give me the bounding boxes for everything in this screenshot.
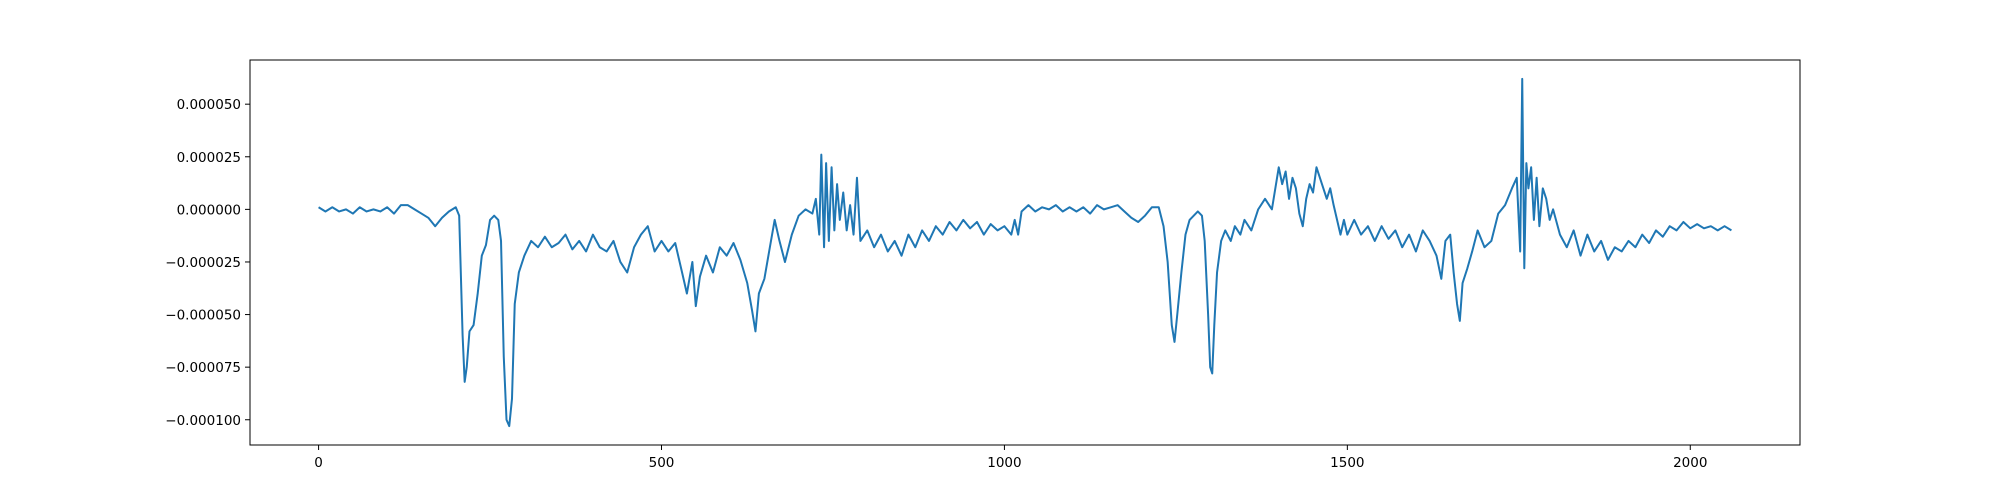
y-tick-label: −0.000100 [165, 413, 241, 429]
y-axis: 0.000050 0.000025 0.000000 −0.000025 −0.0000… [165, 97, 250, 429]
x-tick-label: 2000 [1673, 455, 1707, 471]
x-tick-label: 1500 [1330, 455, 1364, 471]
plot-area [250, 60, 1800, 445]
y-tick-label: −0.000075 [165, 360, 241, 376]
series-line-0 [318, 77, 1732, 428]
y-tick-label: −0.000025 [165, 255, 241, 271]
plot-frame [249, 59, 1801, 446]
y-tick-label: 0.000025 [177, 150, 241, 166]
y-tick-label: −0.000050 [165, 308, 241, 324]
x-tick-label: 500 [649, 455, 675, 471]
series-group [318, 77, 1732, 428]
y-tick-label: 0.000050 [177, 97, 241, 113]
x-axis: 0 500 1000 1500 2000 [314, 445, 1707, 471]
y-tick-label: 0.000000 [177, 202, 241, 218]
x-tick-label: 1000 [987, 455, 1021, 471]
x-tick-label: 0 [314, 455, 323, 471]
